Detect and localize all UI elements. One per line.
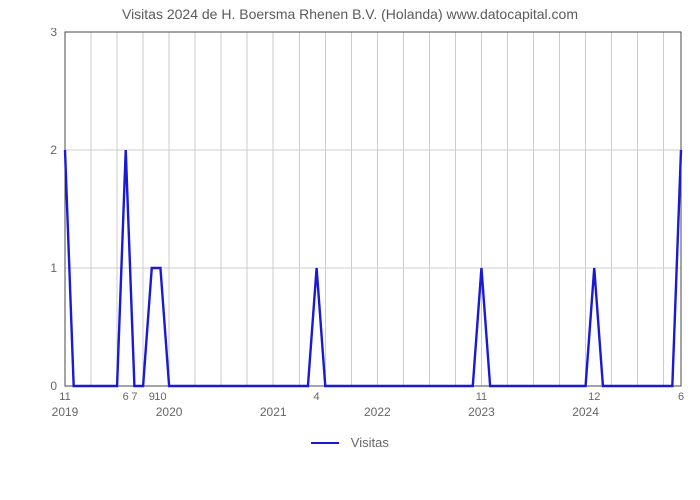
svg-text:2: 2 bbox=[50, 143, 57, 157]
svg-text:7: 7 bbox=[131, 391, 137, 403]
svg-text:11: 11 bbox=[476, 391, 487, 403]
svg-text:1: 1 bbox=[50, 261, 57, 275]
svg-text:2019: 2019 bbox=[52, 405, 79, 419]
svg-text:10: 10 bbox=[154, 391, 166, 403]
svg-text:0: 0 bbox=[50, 379, 57, 393]
legend-swatch bbox=[311, 442, 339, 444]
svg-text:6: 6 bbox=[123, 391, 129, 403]
chart-container: Visitas 2024 de H. Boersma Rhenen B.V. (… bbox=[0, 0, 700, 500]
svg-text:6: 6 bbox=[678, 391, 684, 403]
svg-text:2020: 2020 bbox=[156, 405, 183, 419]
svg-text:2021: 2021 bbox=[260, 405, 287, 419]
svg-text:11: 11 bbox=[59, 391, 70, 403]
svg-text:12: 12 bbox=[588, 391, 600, 403]
svg-text:2023: 2023 bbox=[468, 405, 495, 419]
svg-text:4: 4 bbox=[314, 391, 320, 403]
svg-text:2022: 2022 bbox=[364, 405, 391, 419]
legend-label: Visitas bbox=[351, 435, 389, 450]
chart-title: Visitas 2024 de H. Boersma Rhenen B.V. (… bbox=[0, 6, 700, 22]
svg-text:2024: 2024 bbox=[572, 405, 599, 419]
legend: Visitas bbox=[0, 434, 700, 450]
svg-text:3: 3 bbox=[50, 28, 57, 39]
chart-plot: 0123 1167910411126 201920202021202220232… bbox=[35, 28, 685, 448]
